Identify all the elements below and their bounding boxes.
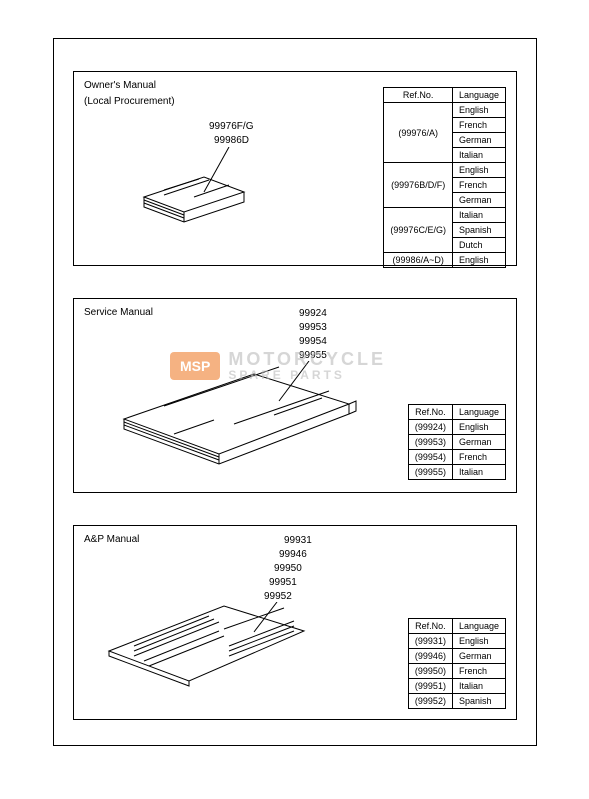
- service-book-illustration: [104, 359, 364, 479]
- panel-title: Owner's Manual: [84, 80, 156, 91]
- table-cell: Dutch: [452, 238, 505, 253]
- panel-subtitle: (Local Procurement): [84, 96, 175, 107]
- table-cell: English: [452, 253, 505, 268]
- table-cell: Spanish: [452, 223, 505, 238]
- table-cell: French: [452, 118, 505, 133]
- table-header: Ref.No.: [408, 619, 452, 634]
- table-cell: (99952): [408, 694, 452, 709]
- table-cell: German: [452, 649, 505, 664]
- table-cell: (99946): [408, 649, 452, 664]
- part-label: 99951: [269, 576, 297, 590]
- table-cell: Italian: [452, 148, 505, 163]
- table-header: Ref.No.: [384, 88, 453, 103]
- table-cell: French: [452, 450, 505, 465]
- ap-ref-table: Ref.No. Language (99931)English (99946)G…: [408, 618, 506, 709]
- leader-line: [274, 361, 314, 411]
- table-cell: (99986/A~D): [384, 253, 453, 268]
- panel-ap-manual: A&P Manual 99931 99946 99950 99951 99952…: [73, 525, 517, 720]
- table-cell: (99931): [408, 634, 452, 649]
- part-label: 99946: [279, 548, 307, 562]
- table-cell: Italian: [452, 465, 505, 480]
- table-cell: Italian: [452, 208, 505, 223]
- table-cell: German: [452, 133, 505, 148]
- part-label: 99931: [284, 534, 312, 548]
- table-cell: French: [452, 178, 505, 193]
- table-cell: English: [452, 163, 505, 178]
- table-cell: (99976B/D/F): [384, 163, 453, 208]
- table-cell: German: [452, 435, 505, 450]
- table-header: Language: [452, 405, 505, 420]
- table-cell: Italian: [452, 679, 505, 694]
- table-cell: English: [452, 103, 505, 118]
- part-label: 99950: [274, 562, 302, 576]
- table-cell: (99954): [408, 450, 452, 465]
- part-label: 99976F/G: [209, 120, 253, 134]
- table-cell: German: [452, 193, 505, 208]
- table-cell: (99924): [408, 420, 452, 435]
- table-cell: English: [452, 420, 505, 435]
- table-cell: (99953): [408, 435, 452, 450]
- table-cell: English: [452, 634, 505, 649]
- table-cell: Spanish: [452, 694, 505, 709]
- table-cell: (99955): [408, 465, 452, 480]
- part-label: 99924: [299, 307, 327, 321]
- table-cell: (99950): [408, 664, 452, 679]
- table-header: Ref.No.: [408, 405, 452, 420]
- owners-ref-table: Ref.No. Language (99976/A) English Frenc…: [383, 87, 506, 268]
- part-label: 99986D: [214, 134, 249, 148]
- service-ref-table: Ref.No. Language (99924)English (99953)G…: [408, 404, 506, 480]
- panel-owners-manual: Owner's Manual (Local Procurement) 99976…: [73, 71, 517, 266]
- table-cell: (99951): [408, 679, 452, 694]
- leader-line: [249, 602, 289, 642]
- leader-line: [199, 147, 239, 197]
- table-header: Language: [452, 88, 505, 103]
- panel-title: A&P Manual: [84, 534, 139, 545]
- table-cell: French: [452, 664, 505, 679]
- table-cell: (99976C/E/G): [384, 208, 453, 253]
- table-header: Language: [452, 619, 505, 634]
- part-label: 99953: [299, 321, 327, 335]
- table-cell: (99976/A): [384, 103, 453, 163]
- part-label: 99954: [299, 335, 327, 349]
- panel-title: Service Manual: [84, 307, 153, 318]
- panel-service-manual: Service Manual 99924 99953 99954 99955 R…: [73, 298, 517, 493]
